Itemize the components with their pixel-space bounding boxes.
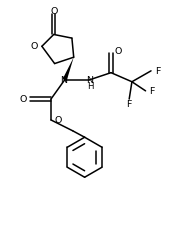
Text: N: N bbox=[60, 75, 67, 84]
Text: H: H bbox=[87, 82, 93, 91]
Text: N: N bbox=[87, 75, 94, 84]
Text: O: O bbox=[50, 7, 57, 16]
Text: F: F bbox=[126, 99, 132, 108]
Text: O: O bbox=[31, 42, 38, 51]
Text: O: O bbox=[114, 47, 122, 56]
Text: F: F bbox=[155, 67, 160, 76]
Text: F: F bbox=[149, 87, 155, 96]
Text: O: O bbox=[55, 116, 62, 125]
Text: O: O bbox=[19, 94, 26, 103]
Polygon shape bbox=[63, 58, 74, 82]
